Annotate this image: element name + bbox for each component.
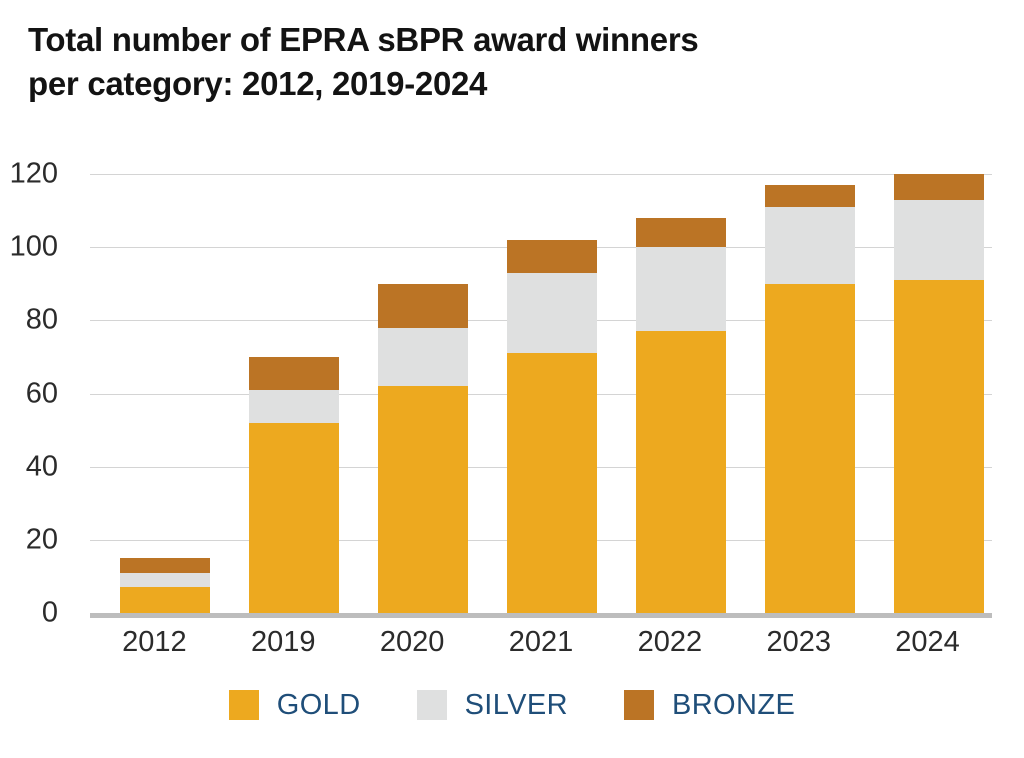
bar-segment-bronze[interactable] — [893, 174, 984, 200]
bars-layer — [90, 168, 992, 620]
y-axis-tick-label: 0 — [41, 596, 58, 629]
x-axis-tick-labels: 2012 2019 2020 2021 2022 2023 2024 — [90, 625, 992, 671]
legend-swatch-icon — [416, 690, 447, 720]
legend-item-gold[interactable]: GOLD — [228, 688, 361, 721]
bar-segment-gold[interactable] — [893, 280, 984, 613]
bar-group[interactable] — [120, 558, 211, 613]
bar-group[interactable] — [893, 174, 984, 613]
y-axis-tick-label: 20 — [25, 523, 58, 556]
chart-title: Total number of EPRA sBPR award winners … — [28, 21, 699, 102]
bar-segment-silver[interactable] — [507, 272, 597, 354]
legend-label: SILVER — [464, 688, 568, 721]
bar-segment-gold[interactable] — [120, 587, 211, 613]
y-axis-tick-label: 40 — [25, 450, 58, 483]
bar-segment-silver[interactable] — [635, 247, 726, 332]
legend-label: GOLD — [276, 688, 361, 721]
x-axis-tick-label: 2021 — [508, 626, 574, 658]
bar-group[interactable] — [764, 185, 855, 613]
gridline — [90, 174, 992, 175]
bar-segment-silver[interactable] — [378, 327, 469, 387]
x-axis-tick-label: 2023 — [766, 626, 831, 658]
bar-group[interactable] — [378, 283, 469, 613]
y-axis-tick-label: 100 — [9, 230, 58, 263]
x-axis-tick-label: 2020 — [379, 626, 445, 658]
bar-segment-silver[interactable] — [893, 199, 984, 281]
bar-segment-bronze[interactable] — [120, 558, 211, 573]
y-axis-tick-label: 120 — [9, 157, 58, 190]
x-axis-tick-label: 2012 — [122, 626, 187, 658]
bar-segment-bronze[interactable] — [764, 185, 855, 207]
y-axis-tick-label: 60 — [25, 377, 58, 409]
bar-segment-gold[interactable] — [635, 331, 726, 613]
bar-group[interactable] — [635, 217, 726, 613]
legend-item-silver[interactable]: SILVER — [416, 688, 568, 721]
legend-item-bronze[interactable]: BRONZE — [623, 688, 796, 721]
bar-segment-gold[interactable] — [764, 283, 855, 613]
bar-segment-silver[interactable] — [120, 572, 211, 588]
y-axis-tick-label: 80 — [25, 303, 58, 336]
x-axis-tick-label: 2022 — [637, 626, 703, 658]
bar-group[interactable] — [249, 356, 340, 613]
x-axis-tick-label: 2024 — [895, 626, 960, 658]
legend-swatch-icon — [228, 690, 259, 720]
bar-segment-silver[interactable] — [249, 389, 340, 423]
bar-segment-bronze[interactable] — [378, 283, 469, 328]
y-axis-tick-labels: 0 20 40 60 80 100 120 — [0, 159, 74, 627]
legend-label: BRONZE — [671, 688, 796, 721]
bar-segment-bronze[interactable] — [635, 217, 726, 248]
chart-legend: GOLD SILVER BRONZE — [0, 690, 1024, 720]
bar-group[interactable] — [507, 239, 597, 613]
x-axis-tick-label: 2019 — [251, 626, 316, 658]
plot-area — [90, 168, 992, 620]
legend-swatch-icon — [623, 690, 654, 720]
bar-segment-gold[interactable] — [378, 386, 469, 613]
bar-segment-bronze[interactable] — [507, 239, 597, 273]
bar-segment-gold[interactable] — [249, 422, 340, 613]
x-axis-line — [90, 613, 992, 618]
bar-segment-silver[interactable] — [764, 206, 855, 284]
bar-segment-gold[interactable] — [507, 353, 597, 613]
bar-segment-bronze[interactable] — [249, 356, 340, 390]
